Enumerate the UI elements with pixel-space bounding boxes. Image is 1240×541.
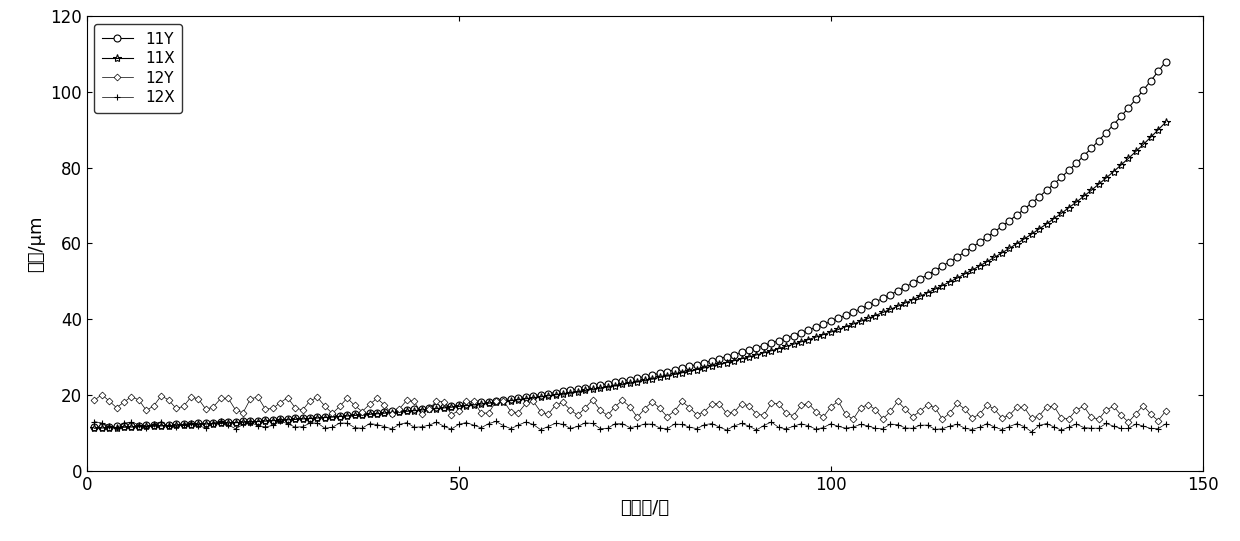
Y-axis label: 幅値/μm: 幅値/μm <box>26 215 45 272</box>
12Y <box>102 398 117 404</box>
11X <box>898 300 913 306</box>
12X <box>1024 428 1039 435</box>
11X <box>1158 119 1173 126</box>
12X <box>87 418 102 425</box>
11X <box>1084 187 1099 194</box>
12X <box>94 420 109 426</box>
Legend: 11Y, 11X, 12Y, 12X: 11Y, 11X, 12Y, 12X <box>94 24 182 113</box>
11X <box>928 286 942 293</box>
12Y <box>1158 408 1173 414</box>
11Y <box>139 422 154 428</box>
Line: 11X: 11X <box>91 118 1169 432</box>
12X <box>213 418 228 424</box>
Line: 12Y: 12Y <box>92 392 1168 425</box>
12X <box>905 425 920 432</box>
12Y <box>146 403 161 409</box>
12X <box>1158 421 1173 427</box>
11X <box>94 425 109 431</box>
Line: 11Y: 11Y <box>91 58 1169 431</box>
12X <box>935 425 950 432</box>
11Y <box>704 358 719 364</box>
12X <box>712 424 727 430</box>
11Y <box>1084 145 1099 151</box>
Line: 12X: 12X <box>92 418 1168 435</box>
12Y <box>712 400 727 407</box>
11Y <box>928 267 942 274</box>
12X <box>1099 420 1114 427</box>
12Y <box>935 416 950 423</box>
12Y <box>87 397 102 404</box>
11X <box>87 425 102 432</box>
X-axis label: 样本数/个: 样本数/个 <box>620 499 670 517</box>
12Y <box>1091 416 1106 423</box>
11X <box>704 363 719 370</box>
12Y <box>905 413 920 420</box>
11Y <box>94 424 109 430</box>
11X <box>139 423 154 430</box>
12X <box>139 425 154 431</box>
11Y <box>1158 58 1173 65</box>
12Y <box>94 391 109 398</box>
12Y <box>1121 419 1136 425</box>
11Y <box>87 424 102 431</box>
11Y <box>898 284 913 291</box>
